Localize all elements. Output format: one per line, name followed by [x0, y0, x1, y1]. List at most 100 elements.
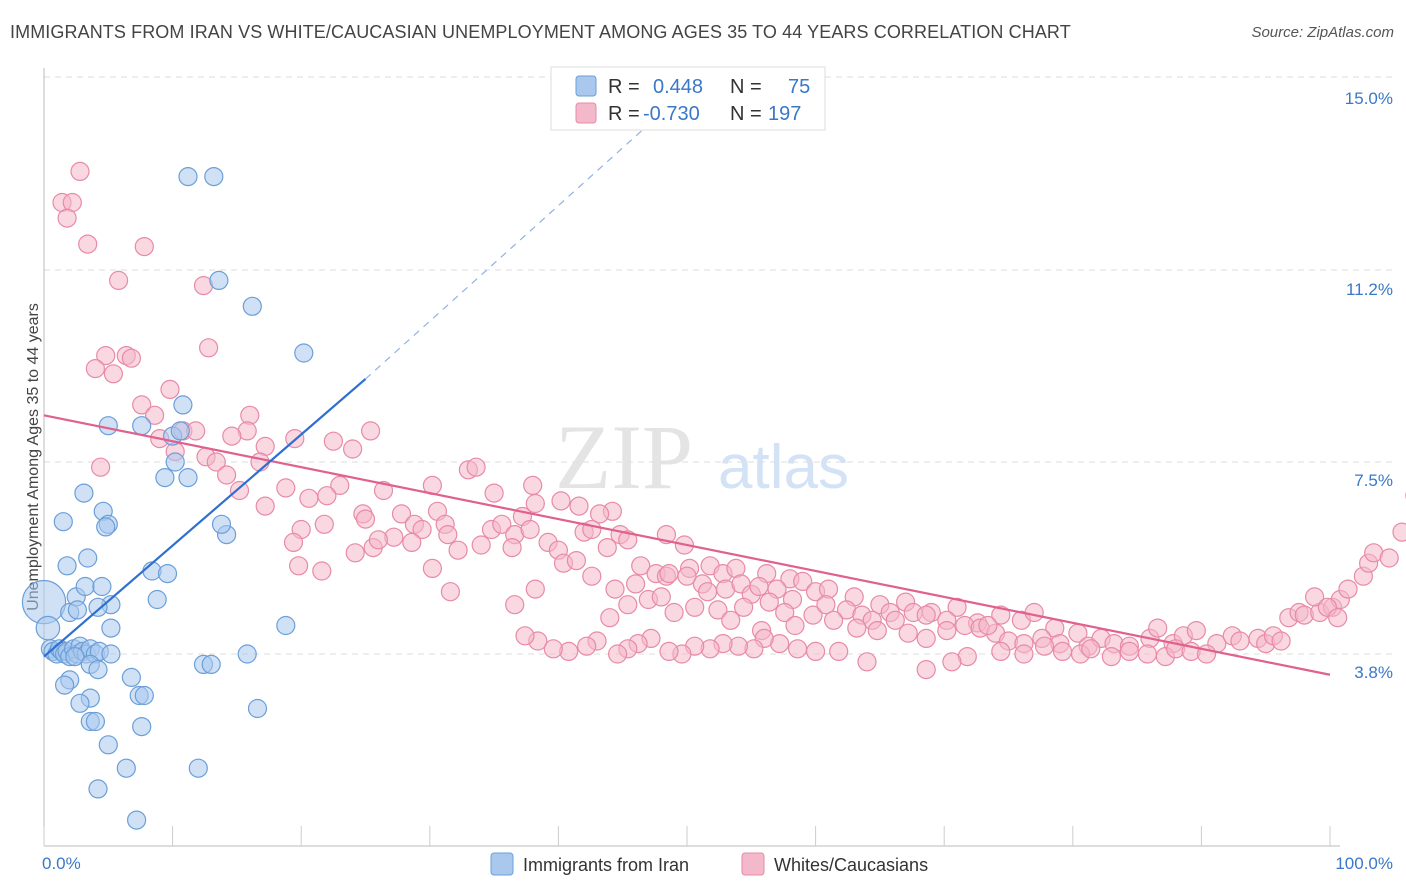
- whites-point: [867, 620, 887, 641]
- whites-point: [582, 519, 602, 540]
- stats-r-value-2: -0.730: [643, 103, 700, 125]
- whites-point: [96, 346, 116, 366]
- whites-point: [857, 652, 877, 672]
- whites-point: [759, 592, 779, 612]
- iran-point: [204, 167, 224, 187]
- whites-point: [343, 439, 363, 459]
- whites-point: [70, 161, 90, 181]
- whites-point: [1101, 646, 1122, 667]
- stats-n-value-2: 197: [768, 103, 801, 125]
- whites-point: [991, 641, 1011, 662]
- iran-point: [88, 779, 108, 799]
- whites-point: [818, 579, 839, 599]
- legend-label-iran: Immigrants from Iran: [523, 855, 689, 875]
- whites-point: [255, 496, 275, 516]
- whites-point: [199, 338, 219, 358]
- whites-point: [440, 582, 460, 602]
- whites-point: [502, 537, 522, 558]
- iran-point: [98, 416, 118, 436]
- whites-point: [582, 566, 602, 586]
- whites-point: [1230, 631, 1250, 651]
- whites-point: [1338, 579, 1358, 599]
- whites-point: [721, 610, 741, 630]
- whites-point: [289, 556, 309, 576]
- whites-point: [523, 475, 543, 495]
- stats-r-label-2: R =: [608, 103, 640, 125]
- iran-point: [67, 600, 88, 620]
- whites-point: [222, 426, 242, 446]
- iran-point: [170, 421, 190, 441]
- iran-point: [147, 589, 167, 610]
- whites-point: [229, 480, 250, 501]
- whites-point: [312, 561, 332, 581]
- whites-point: [577, 636, 597, 656]
- whites-point: [1081, 639, 1101, 659]
- iran-point: [74, 483, 94, 503]
- whites-point: [471, 535, 491, 555]
- iran-point: [92, 576, 112, 597]
- whites-point: [885, 610, 905, 630]
- iran-point: [173, 395, 193, 415]
- whites-point: [543, 639, 563, 659]
- whites-point: [160, 379, 180, 399]
- y-axis-title: Unemployment Among Ages 35 to 44 years: [25, 303, 42, 611]
- whites-point: [217, 465, 237, 485]
- y-tick-7: 7.5%: [1354, 471, 1393, 490]
- iran-point: [211, 514, 232, 534]
- whites-point: [90, 457, 111, 477]
- whites-point: [816, 595, 836, 615]
- whites-point: [618, 530, 638, 550]
- iran-point: [276, 615, 296, 636]
- whites-point: [422, 558, 442, 579]
- whites-point: [85, 359, 106, 379]
- source-label: Source: ZipAtlas.com: [1251, 24, 1394, 41]
- whites-point: [391, 504, 412, 524]
- x-axis-ticks: [43, 826, 1331, 846]
- whites-point: [206, 452, 226, 472]
- stats-r-label-1: R =: [608, 76, 640, 98]
- whites-point: [749, 576, 769, 597]
- whites-point: [1119, 641, 1140, 662]
- whites-point: [664, 602, 684, 623]
- iran-point: [178, 468, 198, 488]
- iran-point: [101, 644, 121, 664]
- stats-r-value-1: 0.448: [653, 76, 703, 98]
- whites-point: [898, 623, 918, 643]
- whites-point: [134, 237, 154, 257]
- whites-point: [785, 615, 805, 636]
- stats-box-frame: [550, 66, 826, 131]
- y-tick-11: 11.2%: [1346, 280, 1393, 299]
- whites-point: [605, 579, 625, 599]
- iran-point: [88, 597, 108, 617]
- iran-point: [75, 576, 95, 597]
- whites-point: [492, 514, 512, 534]
- whites-point: [651, 587, 671, 607]
- series-whites-points: [52, 161, 1406, 680]
- whites-point: [733, 597, 754, 617]
- whites-point: [607, 644, 628, 664]
- iran-point: [101, 618, 121, 638]
- whites-point: [947, 597, 967, 617]
- whites-point: [566, 550, 587, 571]
- whites-point: [631, 556, 651, 576]
- whites-point: [677, 566, 697, 586]
- iran-point: [54, 675, 75, 695]
- whites-point: [775, 602, 795, 623]
- whites-point: [942, 652, 962, 672]
- legend-swatch-iran: [490, 852, 514, 876]
- iran-point: [35, 615, 61, 641]
- iran-point: [121, 667, 141, 688]
- y-tick-3: 3.8%: [1354, 663, 1393, 682]
- iran-point: [247, 698, 268, 719]
- stats-n-label-2: N =: [730, 103, 762, 125]
- iran-point: [165, 452, 185, 472]
- stats-legend-box: R = 0.448 N = 75 R = -0.730 N = 197: [550, 66, 826, 131]
- iran-point: [178, 167, 198, 187]
- whites-point: [132, 395, 152, 415]
- whites-point: [57, 208, 77, 228]
- y-tick-15: 15.0%: [1345, 89, 1393, 108]
- stats-swatch-pink: [575, 102, 597, 124]
- iran-point: [98, 735, 118, 755]
- whites-point: [600, 608, 620, 628]
